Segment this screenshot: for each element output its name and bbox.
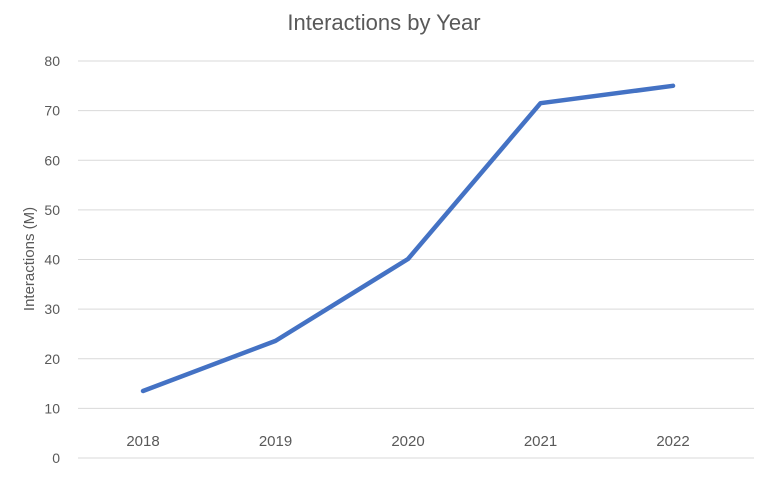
y-tick-label: 20 (44, 351, 60, 367)
series-layer (143, 86, 673, 391)
gridlines (78, 61, 754, 458)
y-tick-labels: 0 10 20 30 40 50 60 70 80 (44, 53, 60, 466)
x-tick-labels: 2018 2019 2020 2021 2022 (126, 433, 689, 450)
x-tick-label: 2020 (391, 433, 424, 450)
y-axis-label: Interactions (M) (21, 207, 38, 311)
x-tick-label: 2021 (524, 433, 557, 450)
y-tick-label: 30 (44, 301, 60, 317)
x-tick-label: 2018 (126, 433, 159, 450)
y-tick-label: 50 (44, 202, 60, 218)
series-line (143, 86, 673, 391)
y-tick-label: 10 (44, 400, 60, 416)
y-tick-label: 40 (44, 252, 60, 268)
y-tick-label: 80 (44, 53, 60, 69)
y-tick-label: 60 (44, 152, 60, 168)
chart-title: Interactions by Year (287, 10, 480, 35)
y-tick-label: 0 (52, 450, 60, 466)
x-tick-label: 2022 (656, 433, 689, 450)
x-tick-label: 2019 (259, 433, 292, 450)
y-tick-label: 70 (44, 103, 60, 119)
